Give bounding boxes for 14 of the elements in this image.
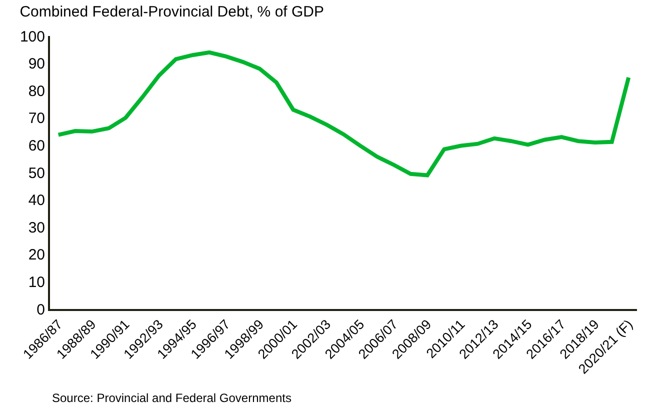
y-tick-label: 40 (28, 192, 45, 210)
source-note: Source: Provincial and Federal Governments (52, 391, 292, 405)
y-tick-label: 20 (28, 246, 45, 264)
y-tick-label: 30 (28, 219, 45, 236)
line-series (56, 50, 631, 178)
y-tick-label: 50 (28, 164, 45, 182)
y-tick-label: 60 (28, 137, 45, 154)
y-tick-label: 80 (28, 82, 45, 100)
y-tick-label: 0 (36, 301, 45, 318)
y-tick-label: 70 (28, 110, 45, 128)
y-tick-label: 90 (28, 56, 45, 73)
y-tick-label: 10 (28, 274, 45, 291)
chart-title: Combined Federal-Provincial Debt, % of GDP (20, 4, 324, 21)
y-tick-label: 100 (20, 28, 45, 46)
